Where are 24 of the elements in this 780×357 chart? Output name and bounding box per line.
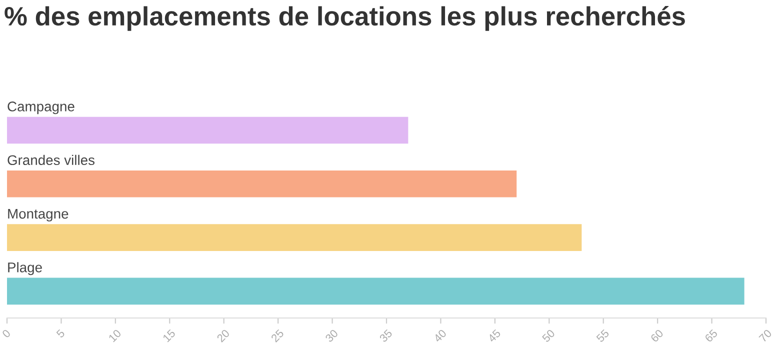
x-tick-label: 40 [433, 328, 447, 343]
x-tick-label: 35 [378, 328, 393, 343]
y-tick-label: Montagne [8, 209, 68, 222]
x-tick-label: 55 [596, 329, 610, 343]
bar [7, 170, 517, 198]
y-tick-label: Plage [8, 262, 42, 276]
x-tick-label: 20 [216, 328, 230, 343]
bar [7, 116, 408, 144]
x-tick-label: 45 [487, 329, 502, 343]
bar [7, 278, 744, 305]
x-tick-label: 0 [2, 328, 11, 338]
x-tick-label: 15 [162, 329, 176, 342]
bar [7, 224, 582, 251]
x-tick-label: 50 [542, 328, 556, 343]
y-tick-label: Grandes villes [8, 154, 94, 166]
x-tick-label: 25 [270, 328, 284, 343]
x-tick-label: 60 [650, 328, 664, 343]
x-tick-label: 5 [56, 329, 66, 338]
y-tick-label: Campagne [8, 102, 74, 114]
chart-title: % des emplacements de locations les plus recherchés [4, 6, 685, 31]
x-tick-label: 30 [324, 328, 338, 343]
x-tick-label: 70 [758, 328, 772, 343]
x-tick-label: 10 [108, 328, 122, 342]
x-tick-label: 65 [704, 328, 718, 343]
